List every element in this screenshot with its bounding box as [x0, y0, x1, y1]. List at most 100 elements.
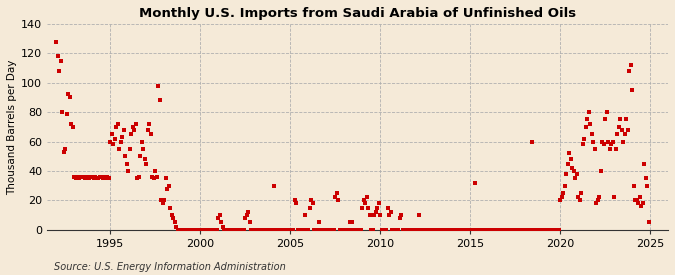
Title: Monthly U.S. Imports from Saudi Arabia of Unfinished Oils: Monthly U.S. Imports from Saudi Arabia o…	[139, 7, 576, 20]
Point	[65, 122, 76, 126]
Point	[252, 228, 263, 232]
Point	[540, 228, 551, 232]
Point	[388, 228, 399, 232]
Point	[441, 228, 452, 232]
Point	[151, 175, 162, 179]
Point	[500, 228, 510, 232]
Point	[571, 172, 582, 176]
Point	[186, 228, 196, 232]
Point	[405, 228, 416, 232]
Point	[253, 228, 264, 232]
Point	[632, 201, 643, 205]
Point	[160, 176, 171, 180]
Point	[64, 95, 75, 100]
Point	[483, 228, 493, 232]
Point	[566, 166, 577, 170]
Point	[414, 213, 425, 217]
Point	[138, 147, 148, 151]
Point	[325, 228, 336, 232]
Point	[226, 228, 237, 232]
Point	[210, 228, 221, 232]
Point	[430, 228, 441, 232]
Point	[280, 228, 291, 232]
Point	[610, 147, 621, 151]
Point	[565, 157, 576, 161]
Point	[517, 228, 528, 232]
Point	[420, 228, 431, 232]
Point	[316, 228, 327, 232]
Point	[472, 228, 483, 232]
Point	[568, 169, 579, 173]
Point	[588, 139, 599, 144]
Point	[243, 210, 254, 214]
Point	[470, 228, 481, 232]
Point	[636, 204, 647, 208]
Point	[108, 142, 119, 147]
Point	[561, 172, 572, 176]
Point	[184, 228, 195, 232]
Point	[433, 228, 444, 232]
Point	[585, 122, 595, 126]
Point	[338, 228, 348, 232]
Point	[122, 161, 132, 166]
Point	[583, 110, 594, 114]
Point	[369, 213, 379, 217]
Point	[400, 228, 411, 232]
Point	[356, 205, 367, 210]
Point	[628, 183, 639, 188]
Point	[261, 228, 271, 232]
Point	[165, 205, 176, 210]
Point	[446, 228, 456, 232]
Point	[302, 228, 313, 232]
Point	[73, 176, 84, 180]
Point	[238, 228, 249, 232]
Point	[268, 183, 279, 188]
Point	[57, 110, 68, 114]
Point	[333, 198, 344, 203]
Point	[607, 139, 618, 144]
Point	[271, 228, 282, 232]
Point	[554, 228, 564, 232]
Point	[225, 228, 236, 232]
Point	[306, 198, 317, 203]
Point	[339, 228, 350, 232]
Point	[618, 139, 628, 144]
Point	[69, 175, 80, 179]
Point	[427, 228, 438, 232]
Point	[112, 122, 123, 126]
Point	[484, 228, 495, 232]
Point	[109, 136, 120, 141]
Point	[364, 213, 375, 217]
Point	[284, 228, 294, 232]
Point	[103, 176, 114, 180]
Point	[491, 228, 502, 232]
Point	[370, 210, 381, 214]
Point	[163, 183, 174, 188]
Point	[574, 198, 585, 203]
Point	[297, 228, 308, 232]
Point	[289, 198, 300, 203]
Point	[591, 201, 601, 205]
Point	[273, 228, 284, 232]
Point	[113, 147, 124, 151]
Point	[403, 228, 414, 232]
Point	[643, 220, 654, 225]
Point	[504, 228, 514, 232]
Point	[173, 228, 184, 232]
Point	[358, 198, 369, 203]
Point	[219, 228, 230, 232]
Point	[169, 220, 180, 225]
Point	[507, 228, 518, 232]
Point	[526, 139, 537, 144]
Point	[373, 201, 384, 205]
Point	[589, 147, 600, 151]
Point	[523, 228, 534, 232]
Point	[144, 122, 155, 126]
Point	[396, 213, 406, 217]
Point	[410, 228, 421, 232]
Point	[111, 125, 122, 129]
Point	[639, 161, 649, 166]
Point	[599, 117, 610, 122]
Point	[81, 175, 92, 179]
Point	[439, 228, 450, 232]
